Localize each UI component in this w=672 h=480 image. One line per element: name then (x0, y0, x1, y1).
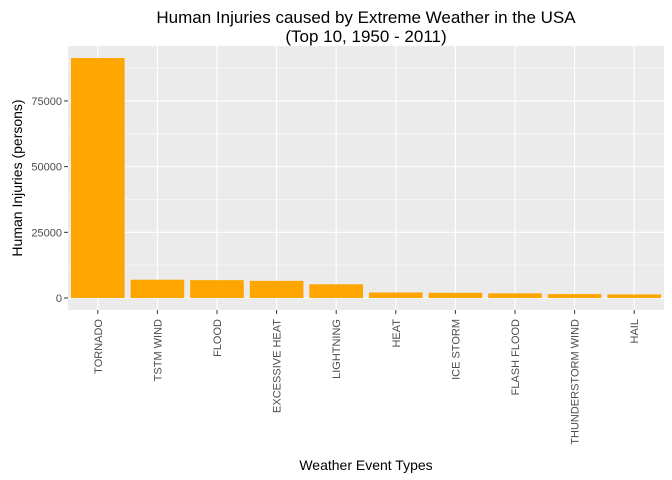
y-axis: 0 25000 50000 75000 (31, 96, 68, 305)
x-tick-label: EXCESSIVE HEAT (272, 319, 284, 413)
x-tick-label: TORNADO (93, 319, 105, 374)
y-tick-label: 25000 (31, 227, 62, 239)
bar-excessive-heat (249, 280, 304, 299)
chart-subtitle: (Top 10, 1950 - 2011) (285, 27, 446, 46)
bar-thunderstorm-wind (547, 294, 602, 299)
x-tick-label: TSTM WIND (152, 319, 164, 381)
bar-heat (368, 292, 423, 299)
bar-hail (607, 294, 662, 299)
chart-title: Human Injuries caused by Extreme Weather… (156, 8, 576, 27)
bar-ice-storm (428, 292, 483, 299)
x-axis-title: Weather Event Types (299, 457, 432, 473)
bar-tornado (70, 57, 125, 299)
grid-minor (68, 67, 664, 266)
y-tick-label: 0 (56, 293, 62, 305)
bars (70, 57, 662, 299)
bar-tstm-wind (130, 279, 185, 299)
y-tick-label: 75000 (31, 96, 62, 108)
x-tick-label: LIGHTNING (331, 319, 343, 379)
x-tick-label: FLASH FLOOD (510, 319, 522, 395)
x-tick-label: THUNDERSTORM WIND (570, 319, 582, 445)
y-axis-title: Human Injuries (persons) (9, 99, 25, 256)
bar-flash-flood (488, 293, 542, 299)
x-tick-label: FLOOD (212, 319, 224, 357)
x-tick-label: ICE STORM (450, 319, 462, 380)
x-tick-label: HEAT (391, 319, 403, 348)
y-tick-label: 50000 (31, 162, 62, 174)
bar-flood (190, 280, 244, 299)
x-tick-label: HAIL (629, 319, 641, 343)
x-axis: TORNADO TSTM WIND FLOOD EXCESSIVE HEAT LIGHT… (93, 310, 641, 445)
bar-lightning (309, 284, 364, 299)
plot-panel (68, 46, 664, 310)
